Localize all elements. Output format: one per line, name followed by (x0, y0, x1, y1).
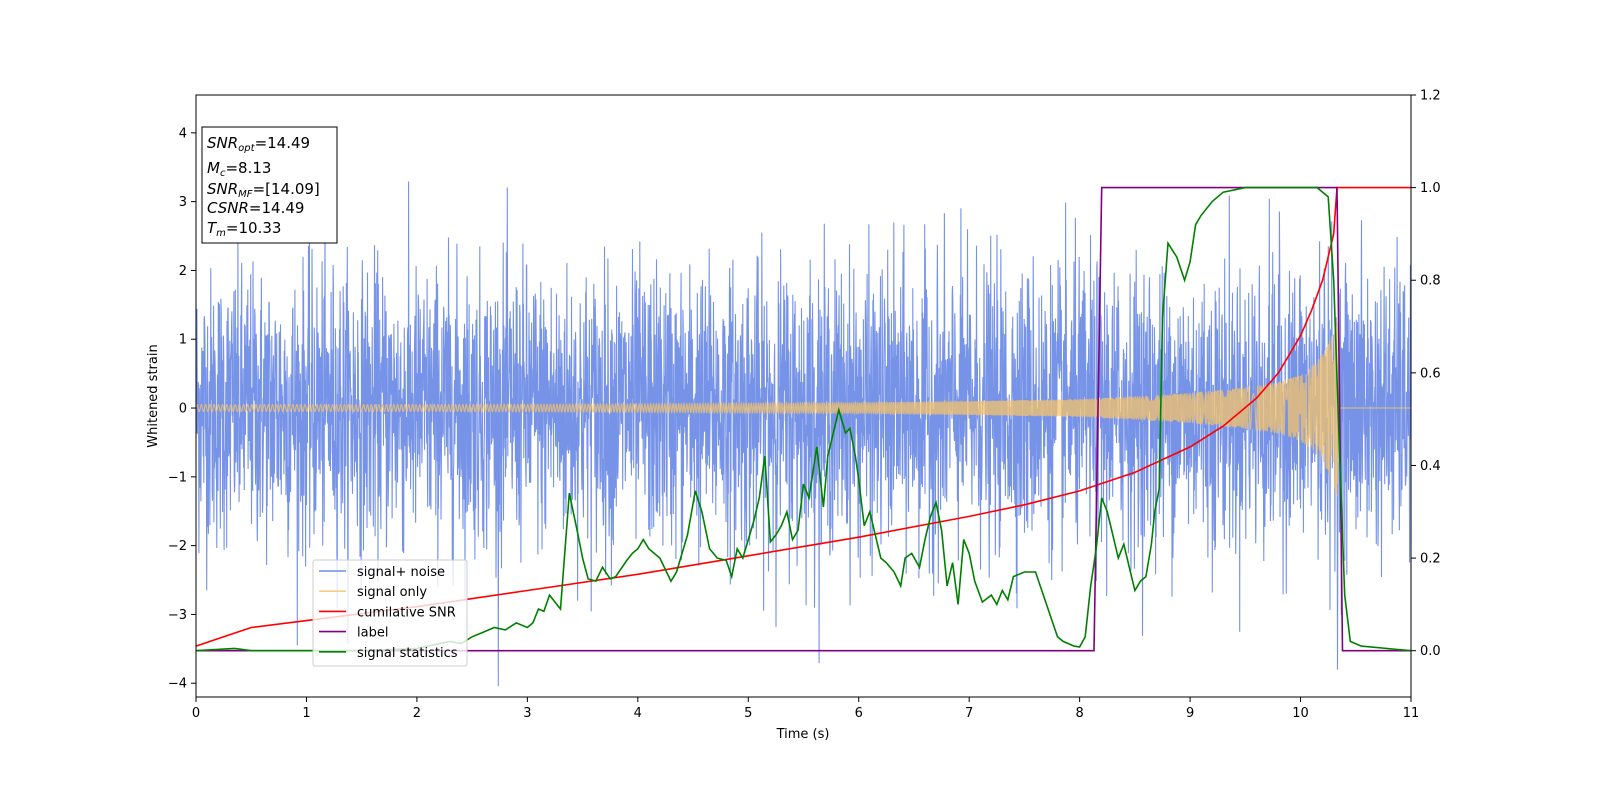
y2-tick-label: 0.6 (1420, 366, 1441, 381)
x-axis-label: Time (s) (776, 727, 830, 742)
annotation-frame (201, 126, 338, 244)
legend-label: cumilative SNR (357, 605, 456, 620)
x-tick-label: 5 (744, 706, 752, 721)
y2-tick-label: 0.2 (1420, 552, 1441, 567)
legend-label: signal+ noise (357, 565, 445, 580)
y-tick-label: −3 (168, 608, 187, 623)
series-label (196, 186, 1411, 652)
x-tick-label: 11 (1403, 706, 1420, 721)
data-layer (196, 181, 1411, 687)
y-tick-label: −2 (168, 539, 187, 554)
x-tick-label: 4 (634, 706, 642, 721)
x-tick-label: 7 (965, 706, 973, 721)
y-tick-label: 4 (179, 126, 187, 141)
x-tick-label: 1 (302, 706, 310, 721)
annotation-line: SNRMF=[14.09] (207, 180, 320, 200)
y-tick-label: 2 (179, 264, 187, 279)
x-tick-label: 6 (855, 706, 863, 721)
x-tick-label: 9 (1186, 706, 1194, 721)
y-tick-label: 0 (179, 402, 187, 417)
x-tick-label: 3 (523, 706, 531, 721)
annotation-box: SNRopt=14.49 Mc=8.13SNRMF=[14.09]CSNR=14.… (201, 126, 338, 244)
legend-label: signal only (357, 585, 427, 600)
y2-tick-label: 0.4 (1420, 459, 1441, 474)
legend-frame (312, 559, 468, 667)
legend: signal+ noise signal only cumilative SNR la… (312, 559, 468, 667)
legend-label: signal statistics (357, 646, 458, 661)
plot-frame (195, 94, 1412, 698)
y-tick-label: 3 (179, 195, 187, 210)
x-tick-label: 2 (413, 706, 421, 721)
legend-label: label (357, 626, 388, 641)
annotation-line: Mc=8.13 (207, 159, 271, 179)
annotation-line: CSNR=14.49 (207, 199, 304, 217)
x-tick-label: 0 (192, 706, 200, 721)
series-signal-only (196, 322, 1411, 497)
x-tick-label: 10 (1292, 706, 1309, 721)
axes-layer: 0 1 2 3 4 5 6 7 8 9 10 11 −4 −3 −2 −1 0 1 2 3 4 0.0 0.2 0.4 0.6 0… (168, 89, 1441, 722)
annotation-line: SNRopt=14.49 (207, 134, 310, 154)
y2-tick-label: 1.0 (1420, 181, 1441, 196)
y2-tick-label: 0.8 (1420, 274, 1441, 289)
y-tick-label: 1 (179, 333, 187, 348)
x-tick-label: 8 (1075, 706, 1083, 721)
annotation-line: Tm=10.33 (207, 219, 281, 239)
y-axis-label: Whitened strain (146, 344, 161, 447)
y2-tick-label: 0.0 (1420, 644, 1441, 659)
y-tick-label: −1 (168, 470, 187, 485)
y-tick-label: −4 (168, 677, 187, 692)
series-cumulative-snr (196, 186, 1411, 647)
y2-tick-label: 1.2 (1420, 89, 1441, 104)
series-signal-statistics (196, 186, 1411, 652)
